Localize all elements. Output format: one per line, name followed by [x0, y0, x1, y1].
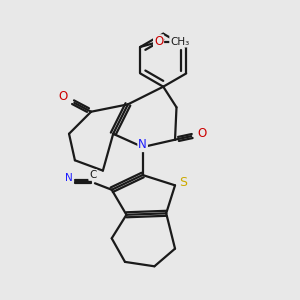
Text: C: C — [89, 170, 97, 180]
Text: O: O — [154, 35, 163, 48]
Text: O: O — [197, 127, 206, 140]
Text: S: S — [179, 176, 187, 189]
Text: O: O — [59, 91, 68, 103]
Text: CH₃: CH₃ — [170, 37, 189, 46]
Text: N: N — [138, 138, 147, 151]
Text: N: N — [65, 173, 73, 183]
